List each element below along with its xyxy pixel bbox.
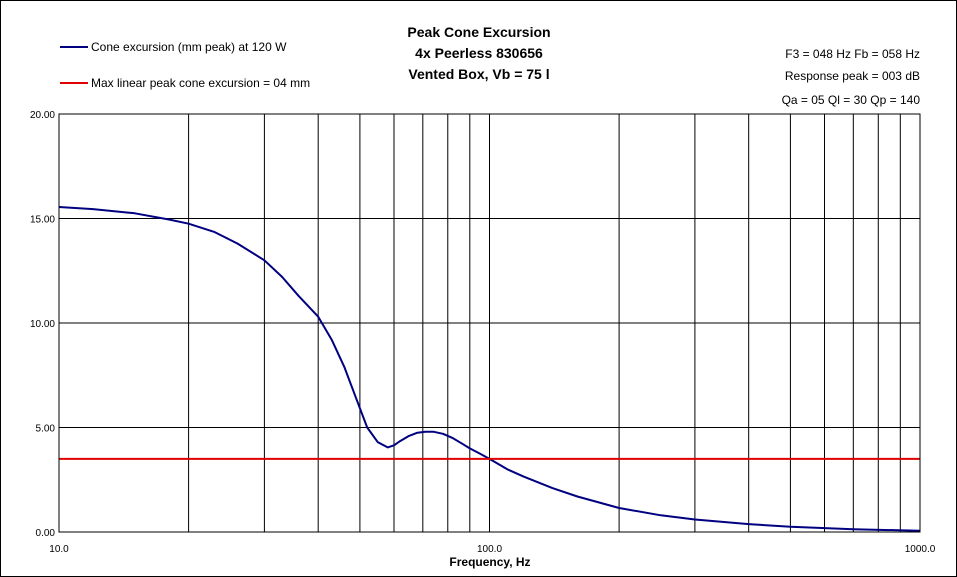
info-line-response-peak: Response peak = 003 dB bbox=[785, 69, 920, 83]
x-axis-tick-labels: 10.0 100.0 1000.0 bbox=[49, 544, 935, 555]
y-tick-label: 20.00 bbox=[30, 110, 55, 121]
title-line-3: Vented Box, Vb = 75 l bbox=[408, 66, 549, 82]
info-line-q-values: Qa = 05 Ql = 30 Qp = 140 bbox=[782, 93, 921, 107]
x-tick-label: 100.0 bbox=[477, 544, 502, 555]
y-tick-label: 10.00 bbox=[30, 319, 55, 330]
series-cone-excursion-line bbox=[58, 206, 921, 532]
info-line-f3-fb: F3 = 048 Hz Fb = 058 Hz bbox=[785, 47, 920, 61]
chart-title: Peak Cone Excursion 4x Peerless 830656 V… bbox=[407, 24, 550, 82]
x-tick-label: 1000.0 bbox=[905, 544, 936, 555]
x-tick-label: 10.0 bbox=[49, 544, 69, 555]
plot-area bbox=[58, 113, 921, 533]
y-axis-tick-labels: 0.00 5.00 10.00 15.00 20.00 bbox=[30, 110, 55, 539]
y-tick-label: 0.00 bbox=[36, 528, 56, 539]
grid bbox=[58, 113, 921, 533]
y-tick-label: 15.00 bbox=[30, 215, 55, 226]
x-axis-label: Frequency, Hz bbox=[449, 555, 530, 569]
legend: Cone excursion (mm peak) at 120 W Max li… bbox=[60, 40, 310, 90]
series-layer bbox=[58, 206, 921, 532]
title-line-2: 4x Peerless 830656 bbox=[415, 45, 543, 61]
title-line-1: Peak Cone Excursion bbox=[407, 24, 550, 40]
driver-parameters: F3 = 048 Hz Fb = 058 Hz Response peak = … bbox=[782, 47, 921, 107]
y-tick-label: 5.00 bbox=[36, 424, 56, 435]
legend-label-cone-excursion: Cone excursion (mm peak) at 120 W bbox=[91, 40, 287, 54]
legend-label-max-linear: Max linear peak cone excursion = 04 mm bbox=[91, 76, 310, 90]
